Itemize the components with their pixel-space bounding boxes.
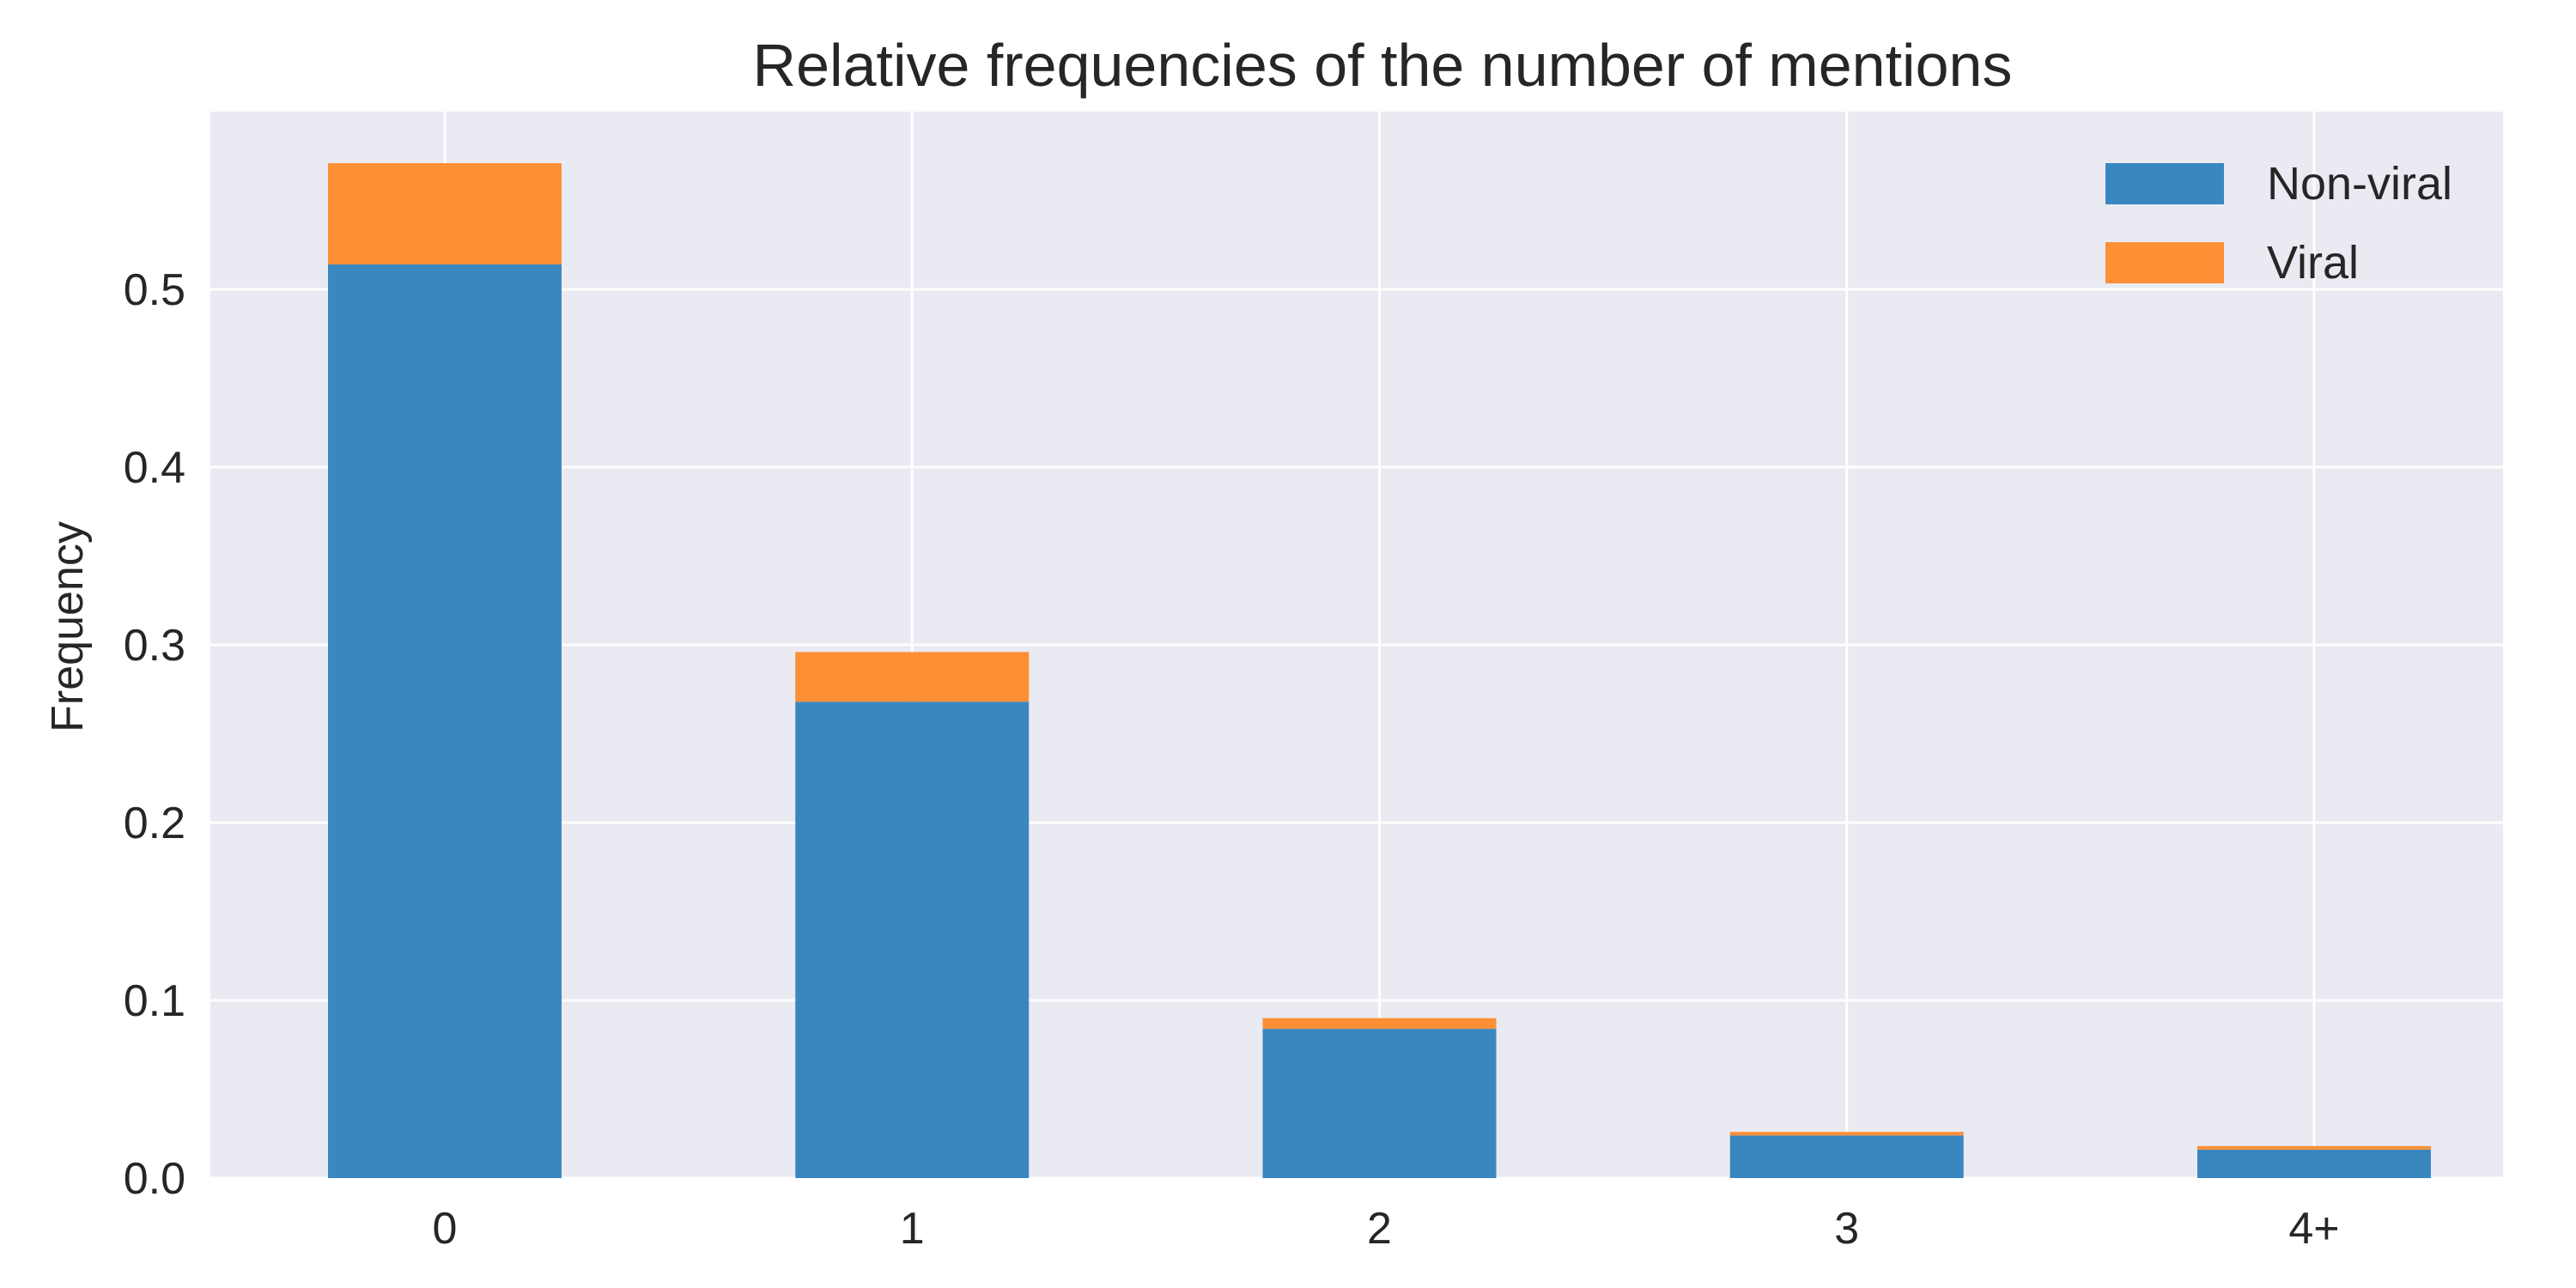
x-tick-label: 2 — [1367, 1204, 1392, 1254]
grid — [210, 112, 2503, 1180]
y-tick-label: 0.0 — [124, 1154, 185, 1204]
y-axis-ticks: 0.0 0.1 0.2 0.3 0.4 0.5 — [124, 265, 185, 1204]
x-tick-label: 0 — [433, 1204, 458, 1254]
bar-viral-0 — [328, 163, 562, 265]
y-tick-label: 0.4 — [124, 443, 185, 493]
bar-viral-2 — [1262, 1018, 1497, 1030]
bar-viral-3 — [1729, 1132, 1964, 1136]
chart-title: Relative frequencies of the number of me… — [753, 32, 2013, 99]
bar-non-viral-4plus — [2197, 1149, 2431, 1178]
x-tick-label: 3 — [1834, 1204, 1859, 1254]
y-axis-label: Frequency — [43, 521, 93, 732]
bar-non-viral-3 — [1729, 1135, 1964, 1178]
legend-swatch — [2105, 163, 2224, 204]
legend: Non-viral Viral — [2105, 158, 2452, 289]
x-tick-label: 1 — [900, 1204, 925, 1254]
x-tick-label: 4+ — [2288, 1204, 2339, 1254]
legend-label: Viral — [2267, 237, 2359, 289]
legend-swatch — [2105, 242, 2224, 283]
bar-viral-1 — [795, 652, 1030, 702]
bar-non-viral-2 — [1262, 1029, 1497, 1178]
legend-label: Non-viral — [2267, 158, 2452, 210]
bars — [328, 163, 2431, 1178]
y-tick-label: 0.5 — [124, 265, 185, 315]
y-tick-label: 0.1 — [124, 976, 185, 1026]
y-tick-label: 0.3 — [124, 621, 185, 671]
bar-non-viral-1 — [795, 702, 1030, 1178]
y-tick-label: 0.2 — [124, 799, 185, 848]
bar-non-viral-0 — [328, 264, 562, 1178]
x-axis-ticks: 0 1 2 3 4+ — [433, 1204, 2340, 1254]
bar-viral-4plus — [2197, 1145, 2431, 1150]
